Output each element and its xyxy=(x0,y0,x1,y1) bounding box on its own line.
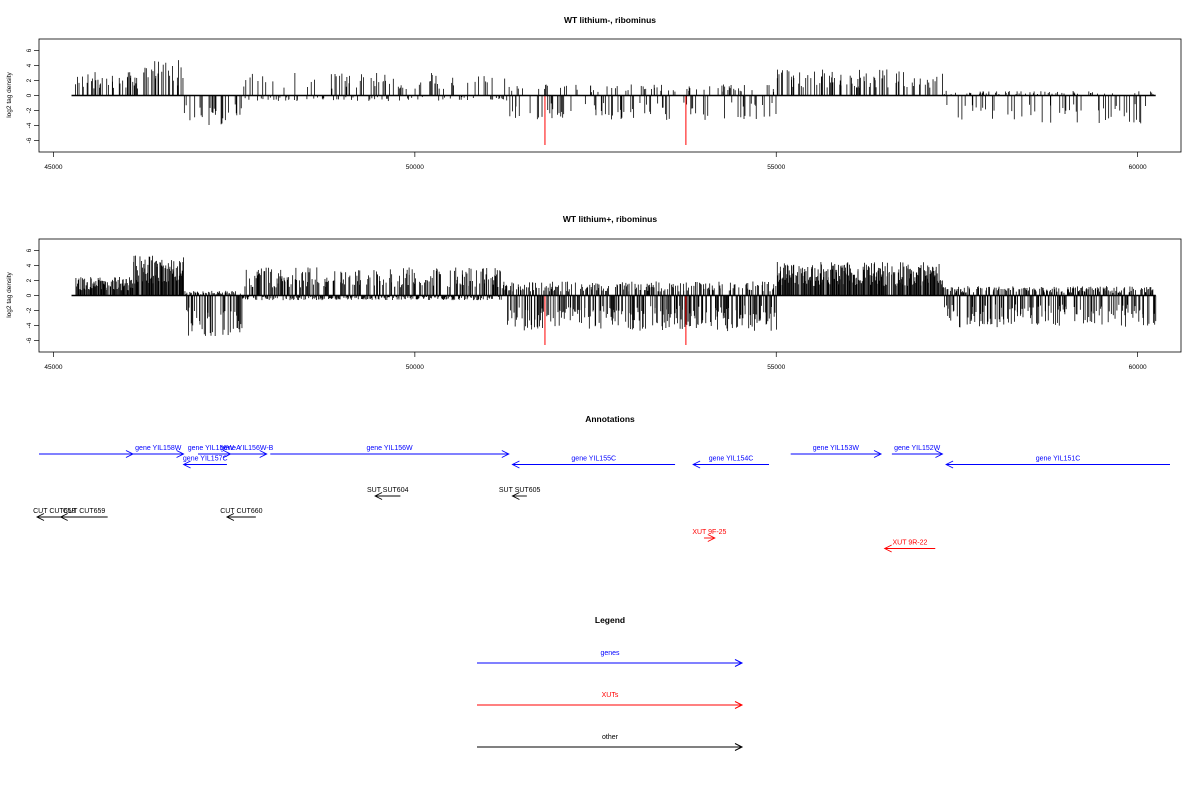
x-tick-label: 60000 xyxy=(1129,164,1147,171)
annotation-feature: XUT 9R-22 xyxy=(883,540,936,553)
legend-arrowhead xyxy=(734,659,744,667)
annotation-label: gene YIL156W-A xyxy=(188,445,241,452)
annotation-arrowhead xyxy=(692,460,701,469)
y-tick-label: -4 xyxy=(26,322,33,328)
annotation-label: gene YIL153W xyxy=(813,445,860,452)
x-tick-label: 50000 xyxy=(406,364,424,371)
y-axis-label: log2 tag density xyxy=(6,71,13,117)
y-tick-label: 6 xyxy=(26,248,33,252)
annotation-arrowhead xyxy=(182,460,191,469)
annotation-feature: gene YIL156W xyxy=(270,445,510,458)
y-tick-label: -2 xyxy=(26,107,33,113)
legend-label: XUTs xyxy=(602,692,619,699)
y-axis: -6 -4 -2 0 2 4 6 xyxy=(26,248,39,343)
annotation-arrowhead xyxy=(935,450,944,458)
annotation-feature xyxy=(39,450,134,458)
x-tick-label: 55000 xyxy=(767,364,785,371)
annotation-label: CUT CUT660 xyxy=(220,508,262,515)
x-axis: 45000 50000 55000 60000 xyxy=(44,352,1147,371)
y-axis: -6 -4 -2 0 2 4 6 xyxy=(26,48,39,143)
panel-title: WT lithium+, ribominus xyxy=(563,214,657,224)
y-axis-label: log2 tag density xyxy=(6,271,13,317)
annotation-feature: gene YIL151C xyxy=(945,456,1170,469)
y-tick-label: 6 xyxy=(26,48,33,52)
legend-arrowhead xyxy=(734,701,744,709)
x-tick-label: 45000 xyxy=(44,364,62,371)
y-tick-label: -2 xyxy=(26,307,33,313)
annotation-arrowhead xyxy=(501,450,510,458)
annotation-arrowhead xyxy=(873,450,883,458)
annotation-feature: XUT 9F-25 xyxy=(692,529,727,542)
annotation-arrowhead xyxy=(883,544,892,553)
panel-title: WT lithium-, ribominus xyxy=(564,15,656,25)
y-tick-label: 2 xyxy=(26,278,33,282)
annotation-arrowhead xyxy=(259,450,268,458)
y-tick-label: 0 xyxy=(26,93,33,97)
annotation-arrowhead xyxy=(511,492,520,500)
y-tick-label: 4 xyxy=(26,263,33,267)
annotation-label: gene YIL156W-B xyxy=(220,445,273,452)
x-tick-label: 55000 xyxy=(767,164,785,171)
x-axis: 45000 50000 55000 60000 xyxy=(44,152,1147,171)
legend-item: genes xyxy=(477,650,744,667)
legend-item: XUTs xyxy=(477,692,744,709)
coverage-panel-lithium-plus: WT lithium+, ribominus 45000 50000 55000 60… xyxy=(6,214,1182,371)
coverage-bars xyxy=(75,60,1154,145)
annotation-feature: gene YIL154C xyxy=(692,456,770,469)
annotation-feature: CUT CUT659 xyxy=(59,508,108,521)
annotation-feature: gene YIL153W xyxy=(790,445,883,458)
annotation-feature: gene YIL155C xyxy=(511,456,676,469)
legend: Legend genes XUTs other xyxy=(477,615,744,751)
annotation-arrowhead xyxy=(125,450,134,458)
annotation-arrowhead xyxy=(374,492,383,500)
annotations-title: Annotations xyxy=(585,414,635,424)
coverage-panel-lithium-minus: WT lithium-, ribominus 45000 50000 55000 60… xyxy=(6,15,1182,171)
annotation-feature: gene YIL152W xyxy=(891,445,944,458)
coverage-bars xyxy=(75,255,1157,345)
annotation-feature: gene YIL158W xyxy=(132,445,185,458)
y-tick-label: 0 xyxy=(26,293,33,297)
annotation-arrowhead xyxy=(707,534,716,542)
annotation-arrowhead xyxy=(511,460,520,469)
annotation-arrowhead xyxy=(59,513,68,521)
legend-label: genes xyxy=(600,650,620,657)
annotation-feature: gene YIL157C xyxy=(182,456,228,469)
annotation-arrowhead xyxy=(35,513,45,521)
y-tick-label: -6 xyxy=(26,137,33,143)
annotation-label: XUT 9F-25 xyxy=(692,529,726,536)
x-tick-label: 45000 xyxy=(44,164,62,171)
annotation-feature: SUT SUT604 xyxy=(367,487,409,500)
annotation-feature: gene YIL156W-B xyxy=(220,445,274,458)
annotation-arrowhead xyxy=(176,450,185,458)
annotation-label: SUT SUT605 xyxy=(499,487,541,494)
legend-title: Legend xyxy=(595,615,625,625)
y-tick-label: -4 xyxy=(26,122,33,128)
annotation-label: gene YIL158W xyxy=(135,445,182,452)
annotation-label: XUT 9R-22 xyxy=(893,540,928,547)
annotation-label: gene YIL157C xyxy=(183,456,228,463)
annotation-arrowhead xyxy=(225,513,235,521)
legend-label: other xyxy=(602,734,619,741)
annotation-label: gene YIL155C xyxy=(571,456,616,463)
annotation-arrowhead xyxy=(945,460,954,469)
annotation-label: gene YIL151C xyxy=(1036,456,1081,463)
x-tick-label: 50000 xyxy=(406,164,424,171)
annotation-feature: SUT SUT605 xyxy=(499,487,541,500)
annotation-label: CUT CUT658 xyxy=(33,508,75,515)
legend-arrowhead xyxy=(734,743,744,751)
x-tick-label: 60000 xyxy=(1129,364,1147,371)
annotation-label: gene YIL152W xyxy=(894,445,941,452)
annotation-label: SUT SUT604 xyxy=(367,487,409,494)
annotation-label: gene YIL156W xyxy=(366,445,413,452)
annotation-feature: CUT CUT660 xyxy=(220,508,263,521)
y-tick-label: 2 xyxy=(26,78,33,82)
legend-item: other xyxy=(477,734,744,751)
annotation-label: CUT CUT659 xyxy=(63,508,105,515)
annotation-label: gene YIL154C xyxy=(709,456,754,463)
y-tick-label: 4 xyxy=(26,63,33,67)
y-tick-label: -6 xyxy=(26,337,33,343)
